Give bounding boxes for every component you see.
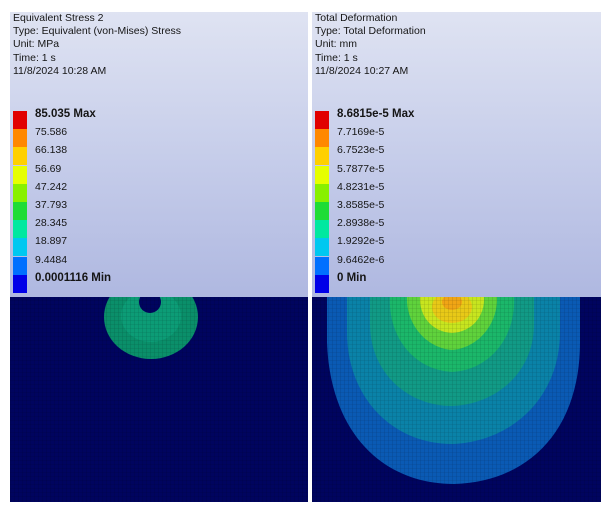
legend-color-swatch [315,201,329,220]
viewport-background [10,12,308,302]
result-time: Time: 1 s [315,51,358,64]
legend-color-swatch [13,274,27,293]
legend-label: 6.7523e-5 [337,144,385,157]
stress-result-panel[interactable]: Equivalent Stress 2 Type: Equivalent (vo… [10,12,308,502]
legend-color-swatch [13,238,27,257]
legend-label: 8.6815e-5 Max [337,108,415,120]
legend-color-swatch [13,165,27,184]
result-time: Time: 1 s [13,51,56,64]
legend-label: 2.8938e-5 [337,217,385,230]
legend-color-swatch [315,147,329,166]
legend-label: 66.138 [35,144,68,157]
result-date: 11/8/2024 10:27 AM [315,64,409,77]
legend-label: 1.9292e-5 [337,235,385,248]
legend-label: 37.793 [35,198,68,211]
legend-color-swatch [13,256,27,275]
legend-label: 28.345 [35,217,68,230]
legend-color-swatch [13,111,27,129]
legend-label: 5.7877e-5 [337,162,385,175]
legend-label: 0 Min [337,271,367,284]
stress-contour-view[interactable] [10,12,308,502]
legend-label: 4.8231e-5 [337,180,385,193]
result-title: Equivalent Stress 2 [13,12,104,24]
result-title: Total Deformation [315,12,398,24]
legend-color-swatch [315,256,329,275]
legend-color-swatch [315,111,329,129]
legend-label: 85.035 Max [35,108,96,120]
legend-label: 7.7169e-5 [337,126,385,139]
legend-color-swatch [13,129,27,148]
legend-color-swatch [315,220,329,239]
legend-color-swatch [13,201,27,220]
result-type: Type: Equivalent (von-Mises) Stress [13,25,182,38]
legend-label: 3.8585e-5 [337,198,385,211]
legend-color-swatch [13,183,27,202]
legend-label: 18.897 [35,235,68,248]
legend-label: 75.586 [35,126,68,139]
legend-color-swatch [315,129,329,148]
result-type: Type: Total Deformation [315,25,426,38]
legend-label: 0.0001116 Min [35,271,112,284]
legend-color-swatch [315,183,329,202]
legend-color-swatch [13,220,27,239]
legend-color-swatch [315,165,329,184]
legend-label: 47.242 [35,180,68,193]
result-date: 11/8/2024 10:28 AM [13,64,107,77]
deformation-contour-view[interactable] [312,12,601,502]
result-header: Total Deformation Type: Total Deformatio… [315,12,426,78]
deformation-result-panel[interactable]: Total Deformation Type: Total Deformatio… [312,12,601,502]
result-unit: Unit: mm [315,38,357,51]
legend-label: 9.6462e-6 [337,253,385,266]
result-header: Equivalent Stress 2 Type: Equivalent (vo… [13,12,181,78]
legend-label: 56.69 [35,162,62,175]
legend-color-swatch [13,147,27,166]
viewport-background [312,12,601,302]
legend-label: 9.4484 [35,253,68,266]
legend-color-swatch [315,274,329,293]
result-unit: Unit: MPa [13,38,60,51]
legend-color-swatch [315,238,329,257]
